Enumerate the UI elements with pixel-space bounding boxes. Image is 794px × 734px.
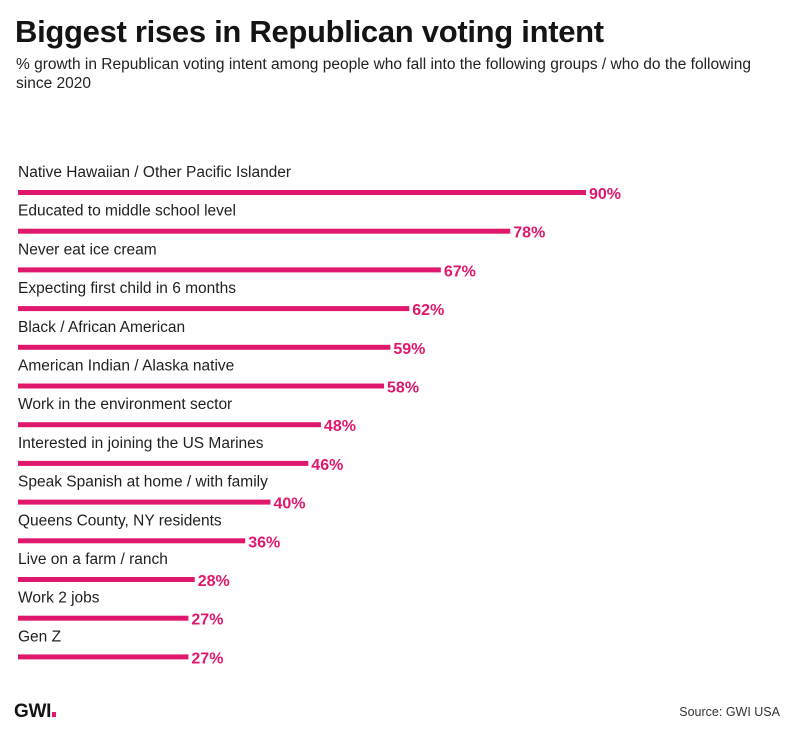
category-label: Native Hawaiian / Other Pacific Islander: [18, 164, 291, 181]
category-label: Interested in joining the US Marines: [18, 435, 264, 452]
bar: [18, 499, 271, 505]
bar: [18, 615, 189, 621]
category-label: Queens County, NY residents: [18, 512, 222, 529]
value-label: 67%: [444, 263, 476, 280]
category-label: Work in the environment sector: [18, 396, 232, 413]
category-label: American Indian / Alaska native: [18, 358, 234, 375]
category-label: Never eat ice cream: [18, 241, 157, 258]
category-label: Expecting first child in 6 months: [18, 280, 236, 297]
bar: [18, 422, 321, 428]
category-label: Speak Spanish at home / with family: [18, 474, 268, 491]
value-label: 27%: [191, 650, 223, 665]
value-label: 28%: [198, 573, 230, 590]
bar: [18, 190, 586, 195]
category-label: Work 2 jobs: [18, 590, 100, 607]
value-label: 48%: [324, 418, 356, 435]
bar: [18, 228, 511, 234]
value-label: 46%: [311, 457, 343, 474]
value-label: 78%: [513, 225, 545, 242]
bar: [18, 577, 195, 582]
chart-title: Biggest rises in Republican voting inten…: [15, 14, 604, 49]
bar: [18, 383, 385, 389]
category-label: Gen Z: [18, 628, 61, 645]
logo-dot-icon: [52, 712, 57, 717]
gwi-logo: GWI: [14, 701, 57, 723]
bar-chart: Native Hawaiian / Other Pacific Islander…: [18, 164, 621, 665]
logo-text: GWI: [14, 701, 52, 722]
source-note: Source: GWI USA: [679, 705, 780, 719]
value-label: 59%: [393, 341, 425, 358]
value-label: 36%: [248, 534, 280, 551]
bar: [18, 460, 309, 466]
value-label: 90%: [589, 186, 621, 203]
category-label: Educated to middle school level: [18, 203, 236, 220]
value-label: 62%: [412, 302, 444, 319]
value-label: 58%: [387, 380, 419, 397]
category-label: Live on a farm / ranch: [18, 551, 168, 568]
bar: [18, 306, 410, 312]
bar: [18, 267, 441, 273]
bar: [18, 654, 189, 660]
value-label: 27%: [191, 612, 223, 629]
chart-subtitle: % growth in Republican voting intent amo…: [16, 56, 751, 92]
value-label: 40%: [273, 496, 305, 513]
category-label: Black / African American: [18, 319, 185, 336]
bar: [18, 344, 391, 350]
bar: [18, 538, 246, 544]
